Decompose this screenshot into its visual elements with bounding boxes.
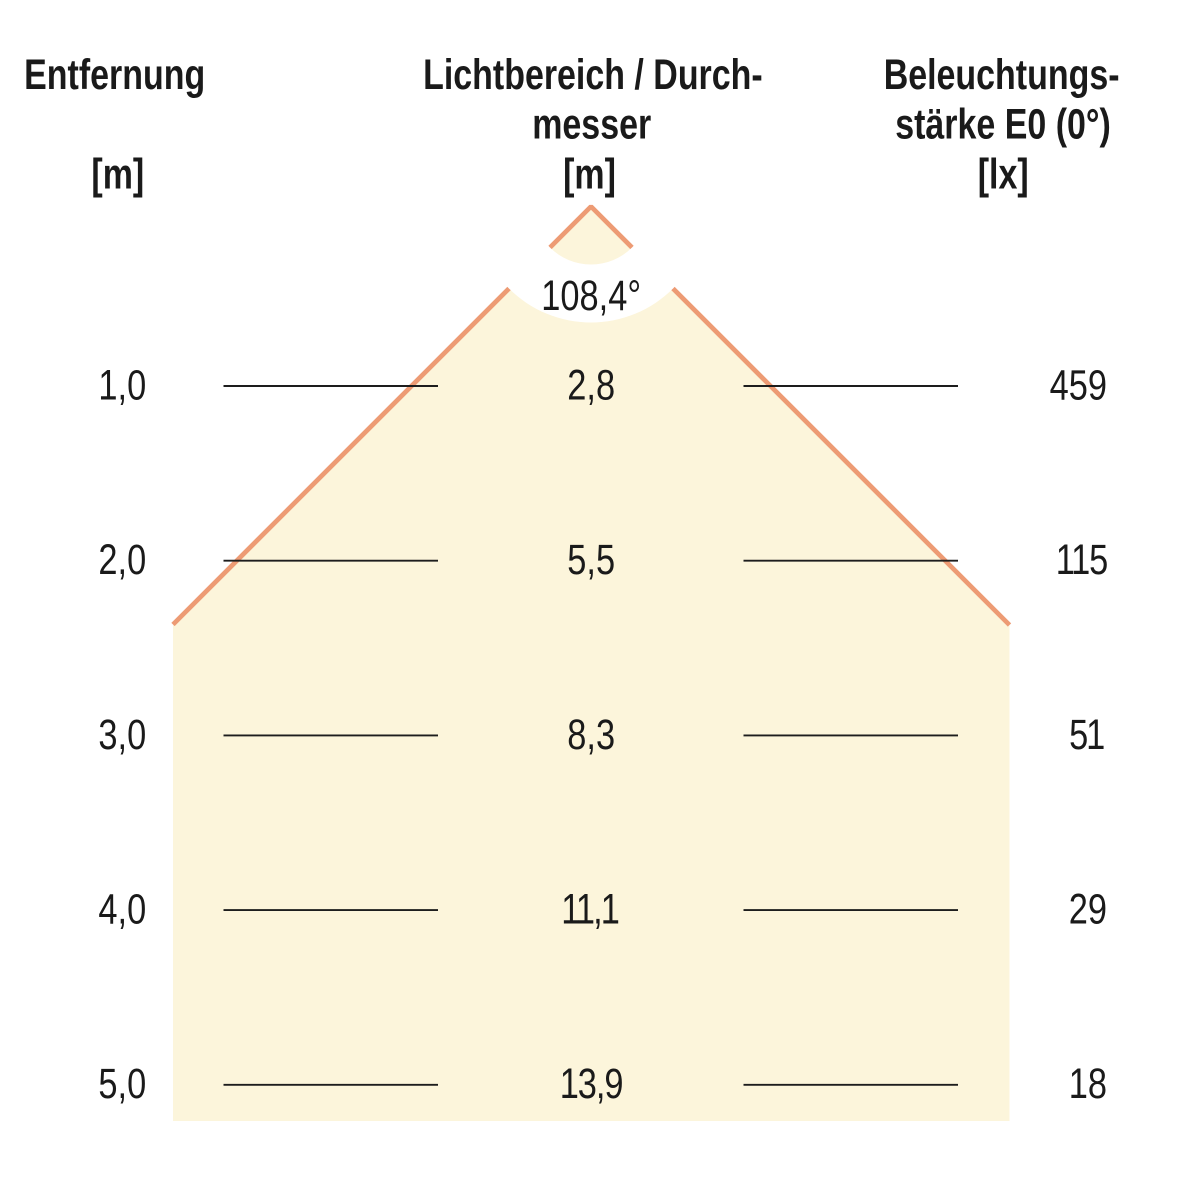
svg-text:Lichtbereich / Durch-: Lichtbereich / Durch- bbox=[423, 51, 763, 99]
svg-text:115: 115 bbox=[1056, 537, 1108, 584]
svg-text:18: 18 bbox=[1069, 1061, 1107, 1108]
svg-text:11,1: 11,1 bbox=[561, 886, 618, 933]
svg-text:2,0: 2,0 bbox=[98, 537, 146, 584]
svg-text:stärke E0 (0°): stärke E0 (0°) bbox=[895, 101, 1111, 149]
svg-text:13,9: 13,9 bbox=[560, 1061, 623, 1108]
svg-text:3,0: 3,0 bbox=[98, 711, 146, 758]
svg-text:[m]: [m] bbox=[563, 151, 616, 199]
svg-text:[lx]: [lx] bbox=[978, 151, 1029, 199]
svg-text:5,5: 5,5 bbox=[567, 537, 615, 584]
svg-text:108,4°: 108,4° bbox=[541, 272, 641, 319]
svg-text:Beleuchtungs-: Beleuchtungs- bbox=[884, 51, 1120, 99]
svg-text:5,0: 5,0 bbox=[98, 1061, 146, 1108]
svg-text:messer: messer bbox=[532, 101, 651, 149]
svg-text:1,0: 1,0 bbox=[98, 362, 146, 409]
svg-text:2,8: 2,8 bbox=[567, 362, 615, 409]
svg-text:8,3: 8,3 bbox=[567, 711, 615, 758]
svg-text:[m]: [m] bbox=[91, 151, 144, 199]
svg-text:Entfernung: Entfernung bbox=[24, 51, 205, 99]
svg-text:51: 51 bbox=[1069, 711, 1104, 758]
svg-text:29: 29 bbox=[1069, 886, 1107, 933]
svg-text:459: 459 bbox=[1050, 362, 1107, 409]
svg-text:4,0: 4,0 bbox=[98, 886, 146, 933]
